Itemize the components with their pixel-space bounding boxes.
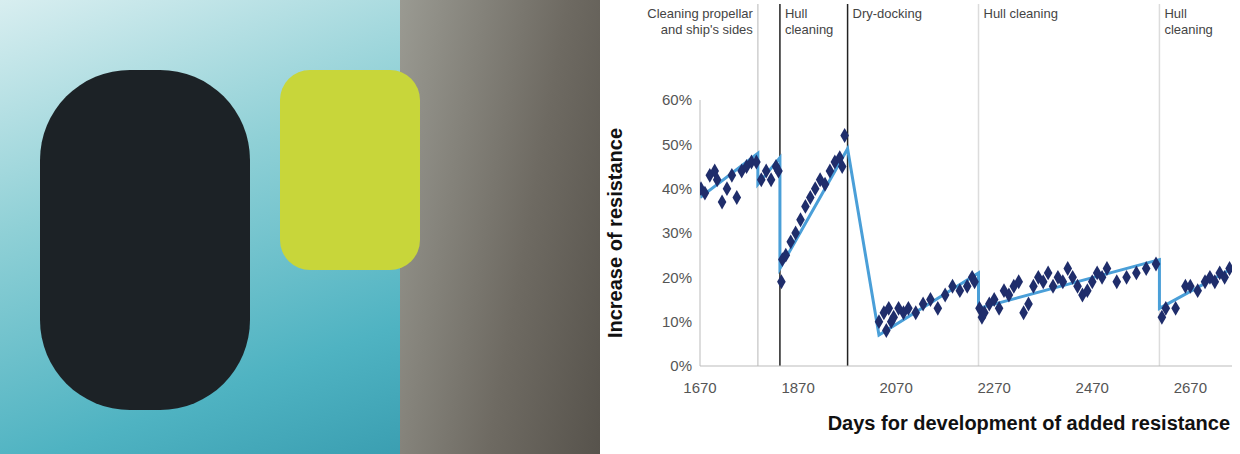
svg-text:60%: 60% xyxy=(662,91,692,108)
svg-text:2670: 2670 xyxy=(1174,379,1207,396)
svg-text:Days for development of added: Days for development of added resistance xyxy=(828,412,1230,434)
svg-text:50%: 50% xyxy=(662,136,692,153)
svg-text:cleaning: cleaning xyxy=(785,22,833,37)
svg-text:1870: 1870 xyxy=(781,379,814,396)
svg-text:Increase of resistance: Increase of resistance xyxy=(604,128,626,338)
svg-text:2470: 2470 xyxy=(1076,379,1109,396)
svg-text:cleaning: cleaning xyxy=(1164,22,1212,37)
svg-text:20%: 20% xyxy=(662,269,692,286)
svg-text:Hull: Hull xyxy=(785,6,808,21)
svg-text:and ship's sides: and ship's sides xyxy=(661,22,754,37)
svg-text:Hull cleaning: Hull cleaning xyxy=(984,6,1058,21)
svg-text:Hull: Hull xyxy=(1164,6,1187,21)
svg-text:2070: 2070 xyxy=(879,379,912,396)
svg-text:0%: 0% xyxy=(670,357,692,374)
svg-text:40%: 40% xyxy=(662,180,692,197)
svg-text:Dry-docking: Dry-docking xyxy=(853,6,922,21)
svg-text:2270: 2270 xyxy=(978,379,1011,396)
svg-text:10%: 10% xyxy=(662,313,692,330)
svg-text:1670: 1670 xyxy=(683,379,716,396)
svg-text:Cleaning propellar: Cleaning propellar xyxy=(647,6,753,21)
svg-text:30%: 30% xyxy=(662,224,692,241)
